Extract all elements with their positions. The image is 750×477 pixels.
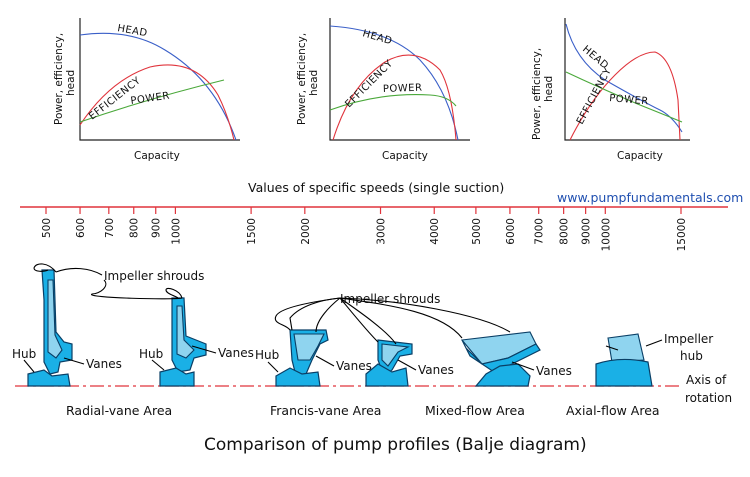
axial-flow-impeller: [595, 333, 653, 387]
scale-tick-label-10000: 10000: [600, 218, 612, 251]
performance-chart-francis: Power, efficiency, head HEAD EFFICIENCY …: [296, 18, 470, 162]
scale-tick-marks: [45, 207, 682, 214]
power-label: POWER: [130, 91, 171, 107]
radial-impeller-vanes: [47, 279, 63, 359]
chart-xlabel: Capacity: [617, 150, 663, 162]
impeller-label: Impeller: [664, 332, 713, 346]
chart-ylabel: Power, efficiency,: [531, 48, 543, 140]
power-label: POWER: [609, 93, 649, 107]
scale-tick-label-4000: 4000: [429, 218, 441, 245]
scale-tick-label-7000: 7000: [534, 218, 546, 245]
power-label: POWER: [383, 83, 423, 95]
scale-tick-label-5000: 5000: [471, 218, 483, 245]
hub-label-2: Hub: [139, 347, 163, 361]
francis-impeller-hub: [365, 363, 409, 387]
radial-area-label: Radial-vane Area: [66, 403, 172, 418]
radial-impeller-hub: [27, 369, 71, 387]
head-curve: [329, 25, 459, 141]
francis-impeller-vanes: [381, 343, 410, 367]
francis-impeller-1: [275, 329, 329, 387]
chart-ylabel-2: head: [543, 76, 555, 102]
power-curve: [329, 94, 457, 111]
francis-impeller-vanes: [293, 333, 325, 361]
mixed-impeller-hub: [474, 363, 531, 387]
vanes-label-1: Vanes: [86, 357, 122, 371]
scale-tick-label-1500: 1500: [246, 218, 258, 245]
mixed-impeller-vanes: [460, 331, 537, 365]
scale-tick-labels: 500 600 700 800 900 1000 1500 2000 3000 4000 5000 6…: [41, 218, 688, 251]
head-curve: [79, 32, 237, 141]
scale-title: Values of specific speeds (single suctio…: [248, 180, 504, 195]
chart-ylabel: Power, efficiency,: [53, 33, 65, 125]
axial-impeller-blade: [607, 333, 645, 363]
chart-ylabel-2: head: [65, 70, 77, 96]
radial-impeller-1: [27, 269, 73, 387]
vanes-label-4: Vanes: [418, 363, 454, 377]
chart-axes: [564, 18, 690, 141]
head-label: HEAD: [361, 28, 393, 47]
radial-impeller-2: [159, 297, 207, 387]
scale-tick-label-6000: 6000: [505, 218, 517, 245]
chart-axes: [329, 18, 470, 141]
chart-ylabel: Power, efficiency,: [296, 33, 308, 125]
radial-impeller-shroud: [41, 269, 73, 375]
axis-of-label: Axis of: [686, 373, 727, 387]
vanes-label-5: Vanes: [536, 364, 572, 378]
scale-tick-label-15000: 15000: [676, 218, 688, 251]
francis-area-label: Francis-vane Area: [270, 403, 381, 418]
leader-lines: [23, 263, 663, 373]
chart-xlabel: Capacity: [382, 150, 428, 162]
efficiency-curve: [569, 51, 681, 141]
efficiency-curve: [79, 64, 235, 141]
francis-impeller-hub: [275, 367, 321, 387]
power-curve: [565, 71, 683, 123]
scale-tick-label-1000: 1000: [170, 218, 182, 245]
mixed-area-label: Mixed-flow Area: [425, 403, 525, 418]
radial-impeller-vanes: [176, 305, 195, 359]
rotation-label: rotation: [685, 391, 732, 405]
radial-impeller-hub: [159, 367, 195, 387]
impeller-shrouds-label-2: Impeller shrouds: [340, 292, 440, 306]
diagram-title: Comparison of pump profiles (Balje diagr…: [204, 435, 587, 455]
vanes-label-3: Vanes: [336, 359, 372, 373]
impeller-shrouds-label-1: Impeller shrouds: [104, 269, 204, 283]
scale-tick-label-700: 700: [104, 218, 116, 238]
mixed-flow-impeller: [460, 331, 541, 387]
chart-ylabel-2: head: [308, 70, 320, 96]
scale-tick-label-800: 800: [129, 218, 141, 238]
francis-impeller-2: [365, 339, 413, 387]
hub-label-3: Hub: [255, 348, 279, 362]
scale-tick-label-3000: 3000: [376, 218, 388, 245]
impeller-hub-label: hub: [680, 349, 703, 363]
performance-chart-radial: Power, efficiency, head HEAD EFFICIENCY …: [53, 18, 240, 162]
efficiency-curve: [332, 54, 457, 141]
scale-tick-label-2000: 2000: [300, 218, 312, 245]
scale-tick-label-9000: 9000: [581, 218, 593, 245]
vanes-label-2: Vanes: [218, 346, 254, 360]
chart-axes: [79, 18, 240, 141]
scale-tick-label-8000: 8000: [559, 218, 571, 245]
head-label: HEAD: [116, 23, 148, 39]
scale-tick-label-600: 600: [75, 218, 87, 238]
scale-tick-label-900: 900: [151, 218, 163, 238]
power-curve: [79, 79, 225, 123]
chart-xlabel: Capacity: [134, 150, 180, 162]
efficiency-label: EFFICIENCY: [575, 66, 614, 127]
performance-chart-axial: Power, efficiency, head HEAD EFFICIENCY …: [531, 18, 690, 162]
axial-area-label: Axial-flow Area: [566, 403, 660, 418]
website-url: www.pumpfundamentals.com: [557, 190, 743, 205]
hub-label-1: Hub: [12, 347, 36, 361]
scale-tick-label-500: 500: [41, 218, 53, 238]
axial-impeller-hub: [595, 358, 653, 387]
